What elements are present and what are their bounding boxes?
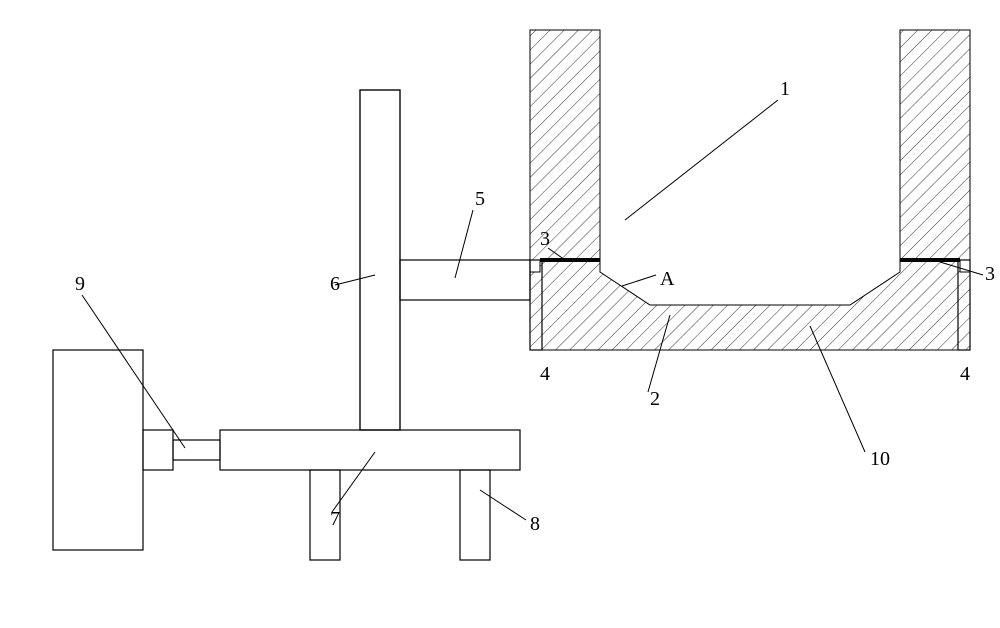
container-bottom bbox=[530, 260, 970, 350]
leader-n8 bbox=[480, 490, 526, 520]
motor-shaft bbox=[173, 440, 220, 460]
container-right-wall bbox=[900, 30, 970, 260]
leader-n9 bbox=[82, 295, 185, 448]
label-n4L: 4 bbox=[540, 363, 550, 385]
leader-n7 bbox=[332, 452, 375, 512]
label-n1: 1 bbox=[780, 78, 790, 100]
motor-block bbox=[53, 350, 143, 550]
label-n5: 5 bbox=[475, 188, 485, 210]
label-n2: 2 bbox=[650, 388, 660, 410]
label-A: A bbox=[660, 268, 675, 290]
leader-A bbox=[622, 275, 656, 286]
label-n3R: 3 bbox=[985, 263, 995, 285]
label-n8: 8 bbox=[530, 513, 540, 535]
label-n4R: 4 bbox=[960, 363, 970, 385]
label-n3L: 3 bbox=[540, 228, 550, 250]
motor-hub bbox=[143, 430, 173, 470]
leader-n5 bbox=[455, 210, 473, 278]
label-n10: 10 bbox=[870, 448, 890, 470]
label-n6: 6 bbox=[330, 273, 340, 295]
label-n7: 7 bbox=[330, 508, 340, 530]
leader-n6 bbox=[335, 275, 375, 285]
joint-notch-left bbox=[530, 260, 540, 272]
leader-n1 bbox=[625, 100, 778, 220]
bench-leg-2 bbox=[460, 470, 490, 560]
vertical-post bbox=[360, 90, 400, 430]
horizontal-arm bbox=[400, 260, 530, 300]
label-n9: 9 bbox=[75, 273, 85, 295]
bench bbox=[220, 430, 520, 470]
container-left-wall bbox=[530, 30, 600, 260]
